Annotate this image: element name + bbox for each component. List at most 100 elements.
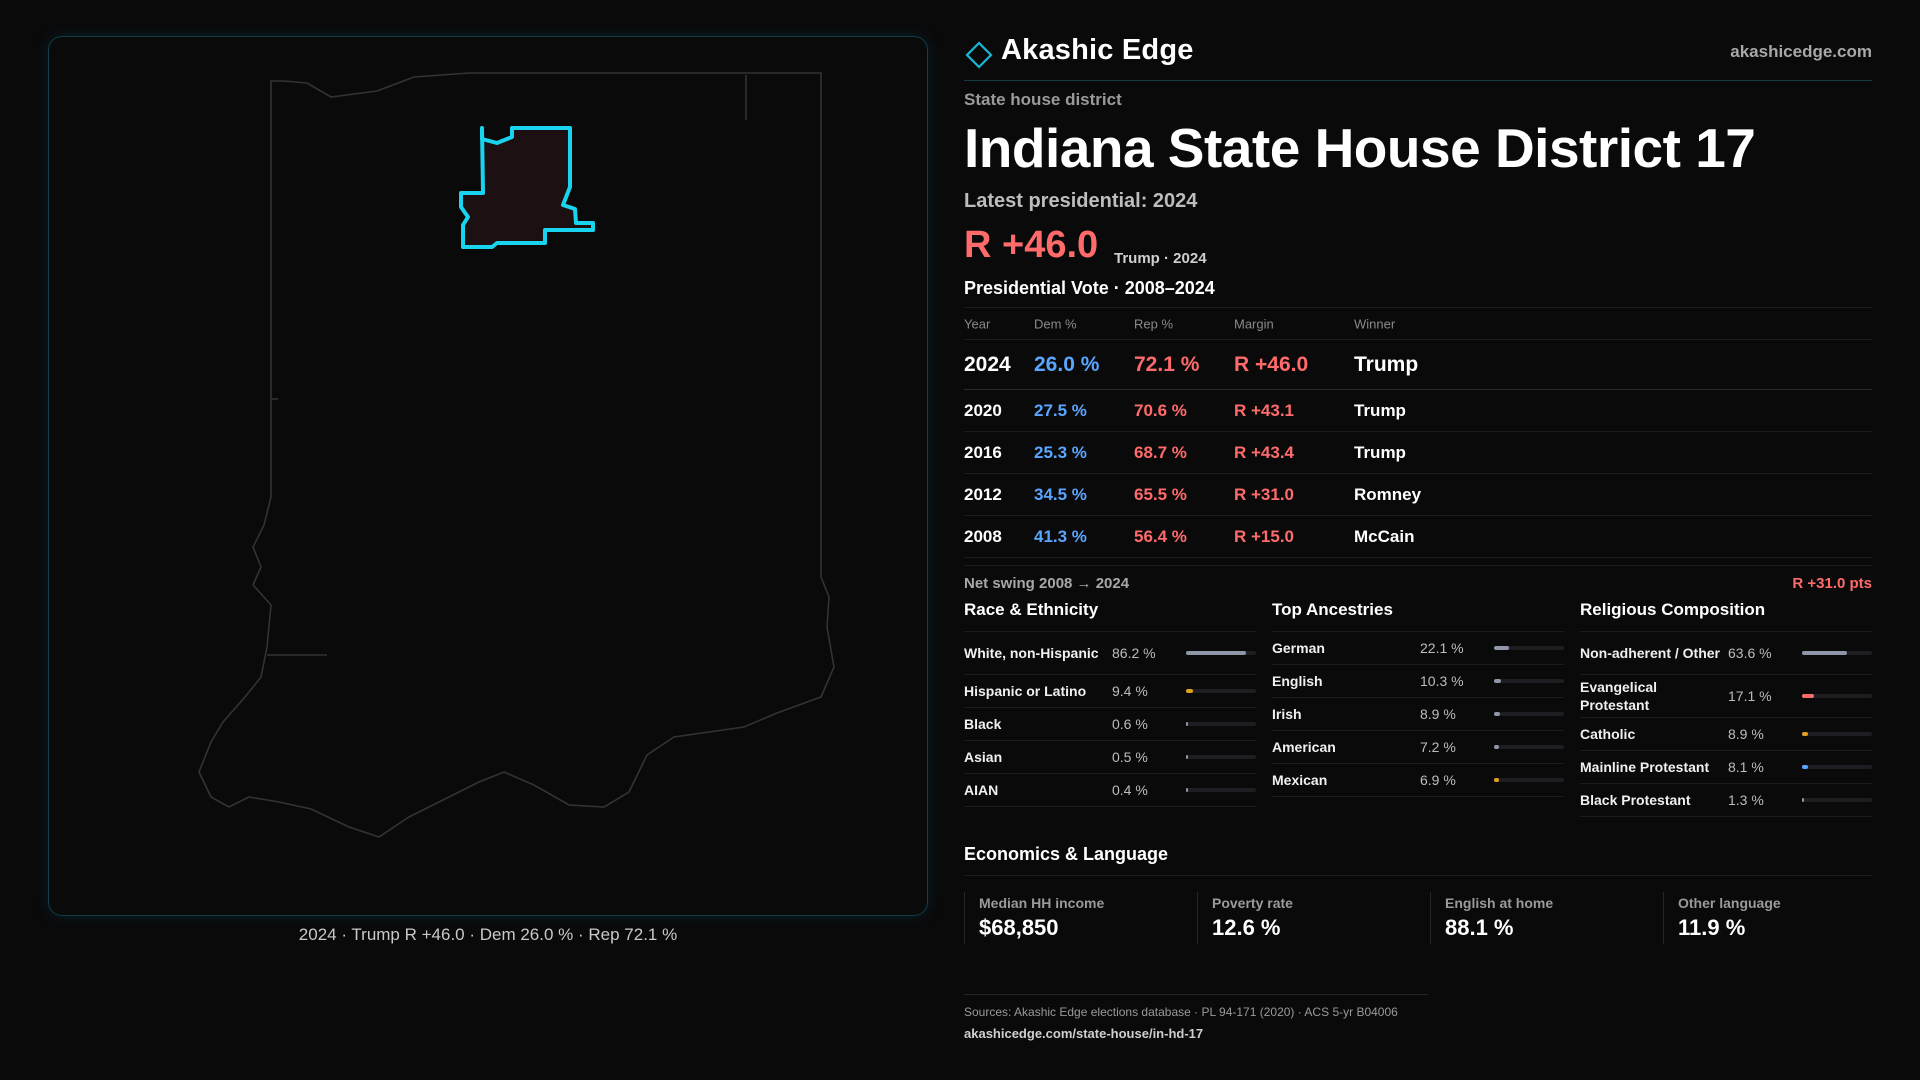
item-value: 1.3 % [1728,792,1764,808]
item-label: Evangelical Protestant [1580,679,1658,713]
row-year: 2012 [964,484,1002,504]
bar-fill [1186,722,1188,726]
item-value: 63.6 % [1728,645,1772,661]
bar-track [1494,712,1564,716]
item-value: 8.9 % [1420,706,1456,722]
bar-track [1494,679,1564,683]
item-value: 17.1 % [1728,688,1772,704]
list-item: AIAN 0.4 % [964,774,1256,807]
bar-track [1186,788,1256,792]
religion-title: Religious Composition [1580,600,1872,632]
district-17-shape[interactable] [459,126,595,249]
bar-fill [1186,651,1246,655]
race-title: Race & Ethnicity [964,600,1256,632]
bar-fill [1802,651,1847,655]
sources-url[interactable]: akashicedge.com/state-house/in-hd-17 [964,1026,1204,1041]
religion-section: Religious Composition Non-adherent / Oth… [1580,600,1872,817]
stat-english-at-home: English at home 88.1 % [1430,890,1650,946]
table-row: 2020 27.5 % 70.6 % R +43.1 Trump [964,390,1872,432]
item-value: 8.1 % [1728,759,1764,775]
stat-label: Other language [1678,895,1781,911]
row-winner: Trump [1354,442,1406,462]
item-label: Non-adherent / Other [1580,645,1721,661]
row-rep: 56.4 % [1134,526,1187,546]
list-item: Black 0.6 % [964,708,1256,741]
stat-divider [1663,892,1664,944]
item-label: Catholic [1580,726,1636,742]
col-year: Year [964,316,991,331]
bar-track [1186,722,1256,726]
stat-divider [964,892,965,944]
row-margin: R +15.0 [1234,526,1295,546]
site-link[interactable]: akashicedge.com [1730,42,1872,61]
row-dem: 26.0 % [1034,352,1100,376]
col-margin: Margin [1234,316,1274,331]
sources: Sources: Akashic Edge elections database… [964,994,1428,1041]
bar-fill [1802,765,1808,769]
page-title: Indiana State House District 17 [964,117,1756,179]
item-label: White, non-Hispanic [964,645,1099,661]
stat-label: English at home [1445,895,1554,911]
col-winner: Winner [1354,316,1396,331]
table-row: 2012 34.5 % 65.5 % R +31.0 Romney [964,474,1872,516]
bar-track [1186,651,1256,655]
row-rep: 65.5 % [1134,484,1187,504]
bar-fill [1802,732,1808,736]
bar-fill [1494,778,1499,782]
net-swing-value: R +31.0 pts [1792,575,1872,592]
item-value: 9.4 % [1112,683,1148,699]
row-year: 2008 [964,526,1002,546]
stat-value: $68,850 [979,915,1059,940]
table-header: Year Dem % Rep % Margin Winner [964,308,1872,340]
list-item: Hispanic or Latino 9.4 % [964,675,1256,708]
stat-median-income: Median HH income $68,850 [964,890,1184,946]
map-panel [48,36,928,916]
table-row: 2008 41.3 % 56.4 % R +15.0 McCain [964,516,1872,558]
item-label: Hispanic or Latino [964,683,1087,699]
row-margin: R +43.4 [1234,442,1295,462]
item-label: AIAN [964,782,999,798]
bar-track [1802,732,1872,736]
bar-fill [1802,798,1804,802]
votes-title: Presidential Vote · 2008–2024 [964,278,1215,298]
bar-track [1186,755,1256,759]
row-dem: 27.5 % [1034,400,1087,420]
row-margin: R +46.0 [1234,352,1309,376]
row-dem: 41.3 % [1034,526,1087,546]
bar-fill [1186,788,1188,792]
net-swing-label: Net swing 2008 → 2024 [964,575,1130,592]
row-dem: 34.5 % [1034,484,1087,504]
col-rep: Rep % [1134,316,1174,331]
row-winner: Trump [1354,400,1406,420]
votes-table: Year Dem % Rep % Margin Winner 2024 26.0… [964,307,1872,558]
district-map [198,72,835,838]
item-value: 86.2 % [1112,645,1156,661]
list-item: Black Protestant 1.3 % [1580,784,1872,817]
item-value: 10.3 % [1420,673,1464,689]
bar-track [1802,798,1872,802]
item-value: 8.9 % [1728,726,1764,742]
list-item: Irish 8.9 % [1272,698,1564,731]
table-row: 2024 26.0 % 72.1 % R +46.0 Trump [964,340,1872,390]
brand-name: Akashic Edge [1001,34,1194,66]
economics-title: Economics & Language [964,844,1872,876]
item-label: Mexican [1272,772,1328,788]
list-item: English 10.3 % [1272,665,1564,698]
item-value: 0.4 % [1112,782,1148,798]
bar-fill [1494,745,1499,749]
item-label: Irish [1272,706,1302,722]
item-label: German [1272,640,1325,656]
table-row: 2016 25.3 % 68.7 % R +43.4 Trump [964,432,1872,474]
list-item: Evangelical Protestant 17.1 % [1580,675,1872,718]
item-value: 0.6 % [1112,716,1148,732]
item-label: Black [964,716,1002,732]
stat-divider [1197,892,1198,944]
item-label: Mainline Protestant [1580,759,1710,775]
bar-fill [1494,712,1500,716]
latest-presidential: Latest presidential: 2024 [964,190,1198,212]
list-item: Asian 0.5 % [964,741,1256,774]
stat-divider [1430,892,1431,944]
list-item: Mexican 6.9 % [1272,764,1564,797]
bar-track [1494,646,1564,650]
item-label: English [1272,673,1323,689]
